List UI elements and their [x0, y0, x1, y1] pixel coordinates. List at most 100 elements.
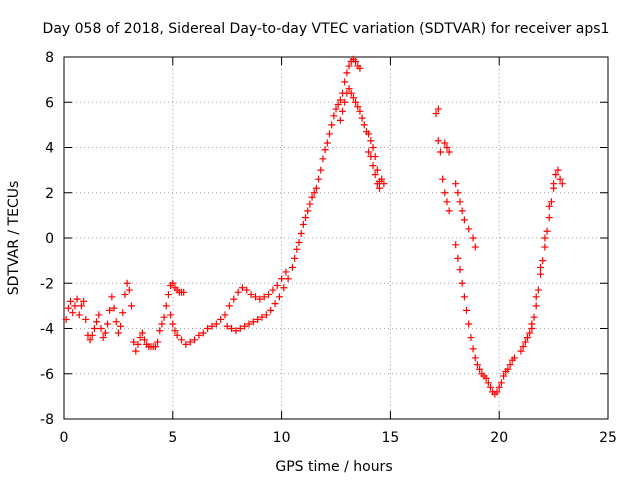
data-point: [521, 338, 529, 346]
data-point: [308, 193, 316, 201]
data-point: [234, 288, 242, 296]
data-point: [358, 114, 366, 122]
data-point: [367, 137, 375, 145]
data-point: [280, 284, 288, 292]
data-point: [228, 325, 236, 332]
data-point: [238, 284, 246, 292]
data-point: [432, 110, 440, 118]
data-point: [86, 336, 94, 344]
data-point: [558, 180, 566, 188]
data-point: [97, 325, 105, 332]
data-point: [262, 311, 270, 319]
data-point: [293, 245, 301, 253]
data-point: [486, 383, 494, 391]
data-point: [99, 334, 107, 342]
data-point: [452, 241, 460, 249]
data-point: [456, 266, 464, 274]
grid: [64, 57, 608, 419]
y-tick-label: -2: [40, 276, 54, 292]
x-axis-ticks: 0 5 10 15 20 25: [60, 57, 617, 446]
x-tick-label: 25: [599, 430, 617, 446]
y-tick-label: 2: [45, 186, 54, 202]
data-point: [343, 69, 351, 77]
data-point: [332, 105, 340, 113]
x-tick-label: 20: [490, 430, 508, 446]
data-point: [297, 229, 305, 237]
data-point: [458, 207, 466, 215]
data-point: [360, 121, 368, 129]
x-tick-label: 15: [381, 430, 399, 446]
data-point: [312, 184, 320, 192]
data-point: [317, 166, 325, 174]
data-point: [315, 175, 323, 183]
data-point: [365, 148, 373, 156]
data-point: [169, 320, 177, 328]
data-point: [151, 343, 159, 351]
data-point: [328, 121, 336, 129]
data-point: [269, 286, 277, 294]
data-point: [441, 139, 449, 147]
data-point: [471, 243, 479, 251]
data-point: [380, 180, 388, 188]
data-point: [541, 234, 549, 242]
data-point: [434, 137, 442, 145]
data-point: [341, 78, 349, 86]
data-point: [539, 257, 547, 265]
data-point: [93, 318, 101, 326]
y-tick-label: -6: [40, 367, 54, 383]
data-point: [556, 175, 564, 183]
data-point: [302, 214, 310, 222]
y-tick-label: -4: [40, 322, 54, 338]
data-point: [493, 388, 501, 396]
data-point: [530, 313, 538, 321]
data-point: [321, 146, 329, 154]
data-point: [352, 58, 360, 66]
data-point: [500, 372, 508, 380]
data-point: [69, 309, 77, 317]
data-point: [178, 336, 186, 344]
data-point: [476, 365, 484, 373]
data-point: [545, 202, 553, 210]
data-point: [334, 101, 342, 109]
data-point: [212, 320, 220, 328]
data-point: [291, 254, 299, 262]
data-point: [519, 343, 527, 351]
x-tick-label: 10: [273, 430, 291, 446]
y-tick-label: -8: [40, 412, 54, 428]
data-point: [191, 336, 199, 344]
data-point: [376, 184, 384, 192]
x-axis-label: GPS time / hours: [275, 459, 392, 475]
data-point: [373, 166, 381, 174]
data-point: [156, 327, 164, 335]
data-point: [356, 107, 364, 115]
data-point: [439, 175, 447, 183]
data-point: [537, 263, 545, 271]
data-point: [95, 311, 103, 319]
data-point: [271, 300, 279, 308]
data-point: [134, 340, 142, 348]
x-tick-label: 5: [168, 430, 177, 446]
data-point: [260, 293, 268, 301]
data-point: [67, 297, 75, 305]
data-point: [241, 322, 249, 330]
data-point: [552, 171, 560, 179]
data-point: [319, 155, 327, 163]
data-point: [230, 295, 238, 303]
data-point: [208, 322, 216, 330]
data-point: [204, 325, 212, 332]
data-point: [138, 329, 146, 337]
data-point: [75, 311, 83, 319]
data-point: [352, 98, 360, 106]
data-point: [443, 144, 451, 151]
data-point: [164, 291, 172, 299]
data-point: [523, 334, 531, 342]
data-point: [130, 338, 138, 346]
y-tick-label: 0: [45, 231, 54, 247]
data-point: [249, 318, 257, 326]
data-point: [236, 325, 244, 332]
data-point: [114, 329, 122, 337]
data-point: [267, 306, 275, 314]
data-point: [223, 322, 231, 330]
data-point: [158, 320, 166, 328]
data-point: [299, 220, 307, 228]
